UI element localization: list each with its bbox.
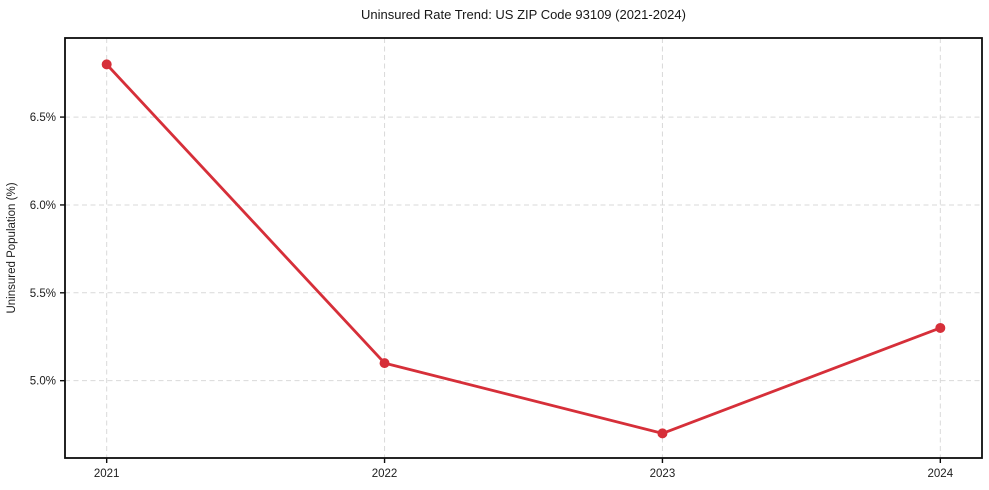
trend-line xyxy=(105,62,942,435)
data-point xyxy=(935,322,946,333)
plot-border xyxy=(64,37,983,459)
chart-title: Uninsured Rate Trend: US ZIP Code 93109 … xyxy=(361,7,686,22)
x-tick-label: 2021 xyxy=(94,468,120,480)
data-point xyxy=(657,428,668,439)
x-tick-label: 2022 xyxy=(372,468,398,480)
data-point xyxy=(379,358,390,369)
y-tick-label: 5.0% xyxy=(30,376,56,388)
x-tick-label: 2023 xyxy=(650,468,676,480)
y-tick-label: 6.0% xyxy=(30,200,56,212)
y-tick-label: 5.5% xyxy=(30,288,56,300)
y-tick-label: 6.5% xyxy=(30,112,56,124)
x-tick-label: 2024 xyxy=(928,468,954,480)
y-axis-label: Uninsured Population (%) xyxy=(6,182,18,313)
data-point xyxy=(101,59,112,70)
